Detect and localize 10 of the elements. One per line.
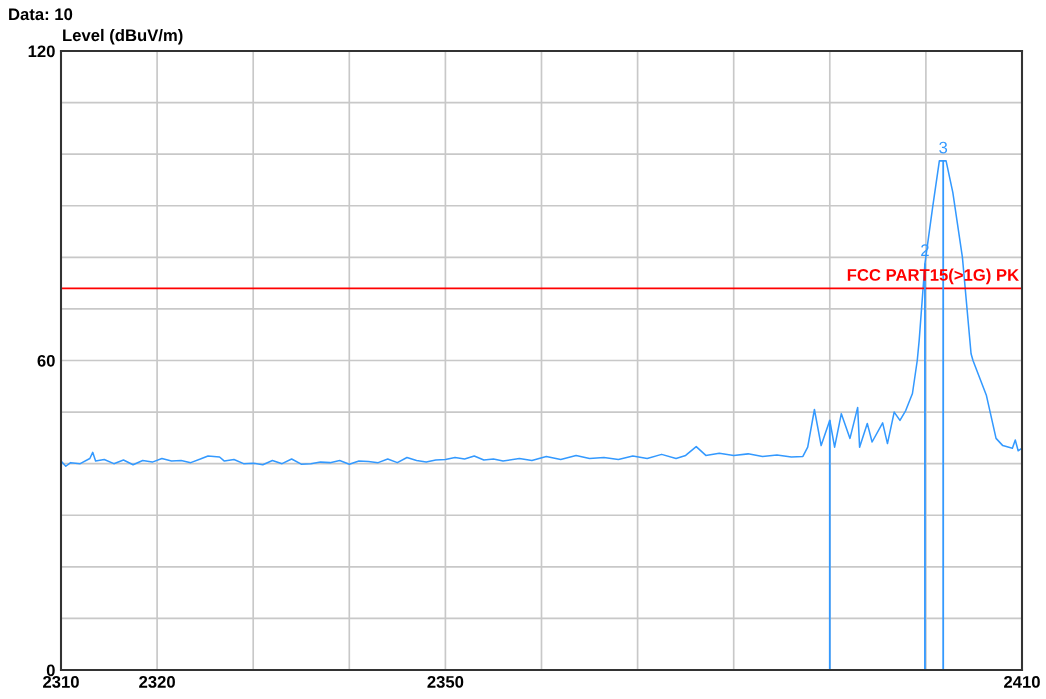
y-tick-label: 120 — [28, 45, 55, 58]
annotation: 3 — [939, 141, 948, 154]
x-tick-label: 2320 — [139, 676, 175, 688]
x-tick-label: 2350 — [427, 676, 464, 688]
y-tick-label: 0 — [46, 664, 55, 677]
text: Data: 10 — [9, 8, 73, 21]
y-axis-title: Level (dBuV/m) — [63, 28, 183, 45]
x-tick-label: 2410 — [1004, 676, 1040, 688]
y-tick-label: 60 — [37, 354, 55, 367]
x-tick-label: 2310 — [43, 676, 79, 688]
